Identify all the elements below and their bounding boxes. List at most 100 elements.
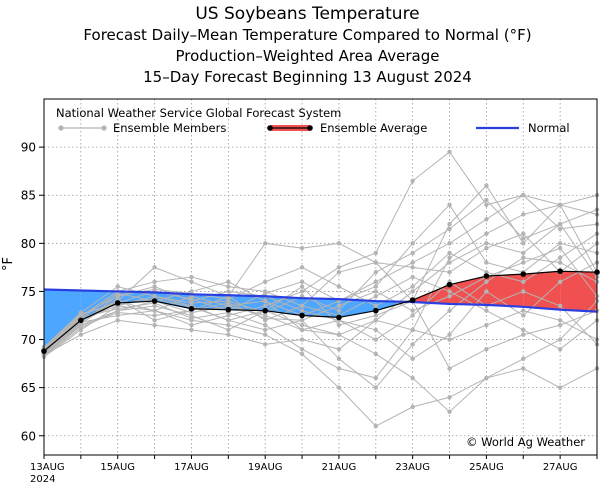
ensemble-member-point bbox=[373, 289, 378, 294]
ensemble-member-point bbox=[447, 260, 452, 265]
ensemble-member-point bbox=[557, 337, 563, 342]
ensemble-member-point bbox=[447, 250, 452, 256]
ensemble-member-point bbox=[557, 303, 563, 309]
ensemble-member-point bbox=[152, 287, 157, 292]
ensemble-member-line bbox=[43, 151, 598, 354]
ensemble-member-point bbox=[447, 308, 452, 313]
average-point-14AUG bbox=[78, 317, 84, 324]
ensemble-member-point bbox=[299, 346, 305, 352]
ensemble-member-point bbox=[115, 306, 120, 311]
ensemble-member-point bbox=[336, 346, 342, 352]
ensemble-member-point bbox=[336, 241, 342, 246]
ensemble-member-point bbox=[299, 308, 305, 313]
ensemble-member-point bbox=[226, 318, 231, 323]
x-tick-label-15AUG: 15AUG bbox=[100, 462, 135, 473]
ensemble-member-point bbox=[336, 303, 342, 309]
ensemble-member-point bbox=[521, 313, 526, 318]
ensemble-member-point bbox=[78, 332, 84, 337]
anomaly-fill-14 bbox=[560, 271, 597, 312]
ensemble-member-point bbox=[484, 241, 489, 246]
ensemble-member-point bbox=[410, 274, 415, 280]
ensemble-member-point bbox=[521, 279, 526, 285]
ensemble-member-point bbox=[410, 404, 415, 410]
ensemble-member-point bbox=[299, 289, 305, 294]
legend-header: National Weather Service Global Forecast… bbox=[56, 106, 341, 120]
ensemble-member-point bbox=[299, 337, 305, 342]
ensemble-member-point bbox=[373, 294, 378, 299]
ensemble-member-point bbox=[521, 356, 526, 361]
ensemble-member-point bbox=[484, 375, 489, 381]
ensemble-member-line bbox=[43, 194, 598, 351]
ensemble-member-point bbox=[521, 289, 526, 294]
ensemble-member-4 bbox=[41, 298, 600, 429]
anomaly-fill-13 bbox=[523, 271, 561, 310]
ensemble-member-point bbox=[521, 236, 526, 241]
ensemble-member-point bbox=[373, 269, 378, 275]
average-point-16AUG bbox=[151, 298, 158, 304]
ensemble-member-point bbox=[226, 327, 231, 333]
ensemble-member-point bbox=[557, 245, 563, 251]
ensemble-member-point bbox=[557, 241, 563, 246]
ensemble-member-point bbox=[263, 332, 268, 337]
ensemble-member-point bbox=[299, 318, 305, 323]
legend-normal-label: Normal bbox=[528, 121, 570, 135]
average-point-15AUG bbox=[114, 300, 121, 306]
ensemble-member-point bbox=[373, 279, 378, 285]
ensemble-member-point bbox=[299, 351, 305, 357]
ensemble-member-point bbox=[263, 298, 268, 304]
average-point-19AUG bbox=[262, 307, 269, 314]
ensemble-member-line bbox=[43, 204, 598, 349]
ensemble-member-point bbox=[447, 241, 452, 246]
ensemble-member-line bbox=[43, 305, 598, 413]
ensemble-member-6 bbox=[41, 149, 600, 356]
ensemble-member-point bbox=[226, 300, 231, 306]
x-tick-label-17AUG: 17AUG bbox=[174, 462, 209, 473]
average-point-18AUG bbox=[225, 306, 232, 313]
copyright: © World Ag Weather bbox=[466, 435, 585, 449]
ensemble-member-point bbox=[447, 221, 452, 227]
ensemble-member-point bbox=[336, 269, 342, 275]
average-point-26AUG bbox=[520, 271, 527, 277]
ensemble-member-point bbox=[557, 226, 563, 232]
y-axis-label: °F bbox=[1, 257, 16, 271]
ensemble-member-point bbox=[189, 327, 194, 333]
ensemble-member-line bbox=[43, 199, 598, 352]
ensemble-member-point bbox=[557, 322, 563, 328]
ensemble-member-point bbox=[336, 322, 342, 328]
normal-series bbox=[43, 288, 598, 313]
ensemble-member-point bbox=[447, 332, 452, 337]
ensemble-member-point bbox=[447, 395, 452, 400]
ensemble-member-point bbox=[263, 279, 268, 285]
ensemble-member-point bbox=[299, 284, 305, 289]
ensemble-member-point bbox=[373, 385, 378, 390]
ensemble-members bbox=[41, 149, 600, 429]
ensemble-member-point bbox=[447, 409, 452, 414]
ensemble-member-point bbox=[189, 316, 194, 321]
ensemble-member-point bbox=[263, 342, 268, 347]
chart-titles: US Soybeans Temperature Forecast Daily–M… bbox=[0, 4, 615, 88]
x-tick-label-13AUG: 13AUG bbox=[30, 462, 65, 473]
ensemble-member-point bbox=[299, 322, 305, 328]
ensemble-member-point bbox=[336, 308, 342, 313]
ensemble-member-point bbox=[521, 193, 526, 198]
ensemble-member-point bbox=[152, 308, 157, 313]
ensemble-member-point bbox=[373, 303, 378, 309]
ensemble-member-point bbox=[336, 332, 342, 337]
ensemble-member-point bbox=[410, 178, 415, 183]
ensemble-member-line bbox=[43, 310, 598, 356]
ensemble-member-point bbox=[410, 289, 415, 294]
ensemble-member-point bbox=[447, 337, 452, 342]
y-tick-label-75: 75 bbox=[21, 285, 36, 299]
ensemble-member-point bbox=[484, 202, 489, 208]
y-axis: 60 65 70 75 80 85 90 bbox=[21, 141, 44, 443]
ensemble-member-point bbox=[299, 245, 305, 251]
ensemble-member-point bbox=[373, 284, 378, 289]
ensemble-member-point bbox=[447, 202, 452, 208]
ensemble-member-point bbox=[336, 265, 342, 270]
ensemble-member-point bbox=[373, 318, 378, 323]
ensemble-member-line bbox=[43, 276, 598, 353]
ensemble-member-point bbox=[226, 322, 231, 328]
average-point-22AUG bbox=[373, 307, 379, 314]
ensemble-member-point bbox=[484, 346, 489, 352]
ensemble-member-point bbox=[521, 255, 526, 260]
